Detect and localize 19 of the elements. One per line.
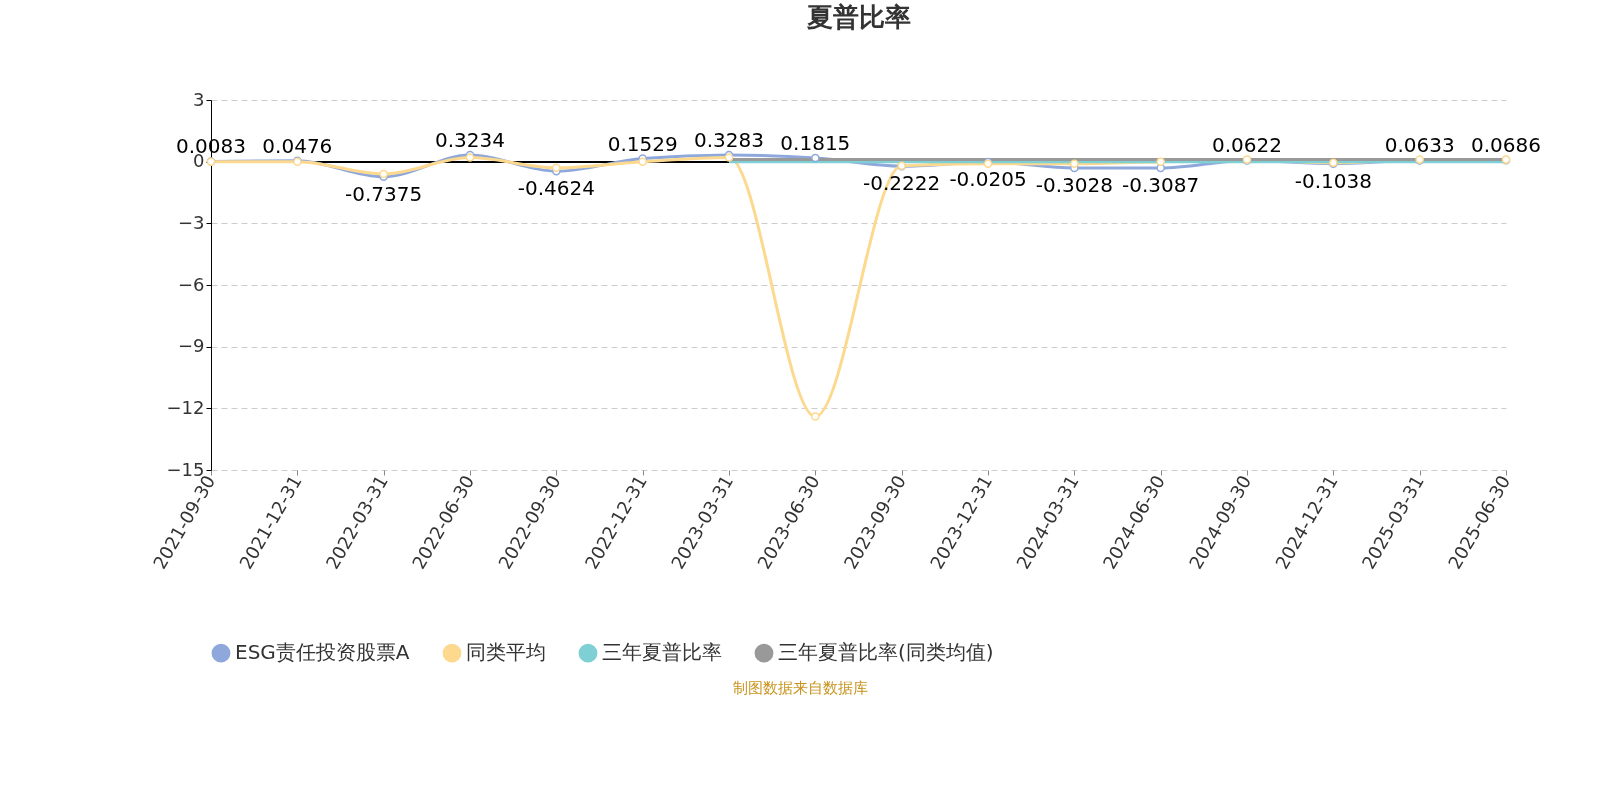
text: 制图数据来自数据库	[731, 679, 869, 698]
data-label: 0.0476	[262, 133, 333, 158]
y-tick-label: −3	[177, 211, 205, 233]
y-tick-label: −12	[166, 396, 205, 418]
data-label: 0.1815	[780, 130, 851, 155]
data-label: 0.1529	[607, 131, 678, 156]
legend-label: 三年夏普比率(同类均值)	[778, 640, 994, 665]
legend-label: 同类平均	[466, 640, 546, 665]
legend-label: 三年夏普比率	[602, 640, 722, 665]
data-label: 0.3283	[694, 127, 764, 152]
legend-label: ESG责任投资股票A	[235, 640, 410, 665]
data-label: 0.0686	[1471, 133, 1541, 158]
data-label: 0.0622	[1212, 133, 1282, 158]
y-tick-label: 3	[193, 88, 205, 110]
data-label: 0.3234	[435, 128, 505, 153]
y-tick-label: −6	[177, 273, 205, 295]
chart-title: 夏普比率	[805, 2, 911, 32]
y-tick-label: −9	[177, 335, 205, 357]
data-label: 0.0633	[1384, 133, 1455, 158]
